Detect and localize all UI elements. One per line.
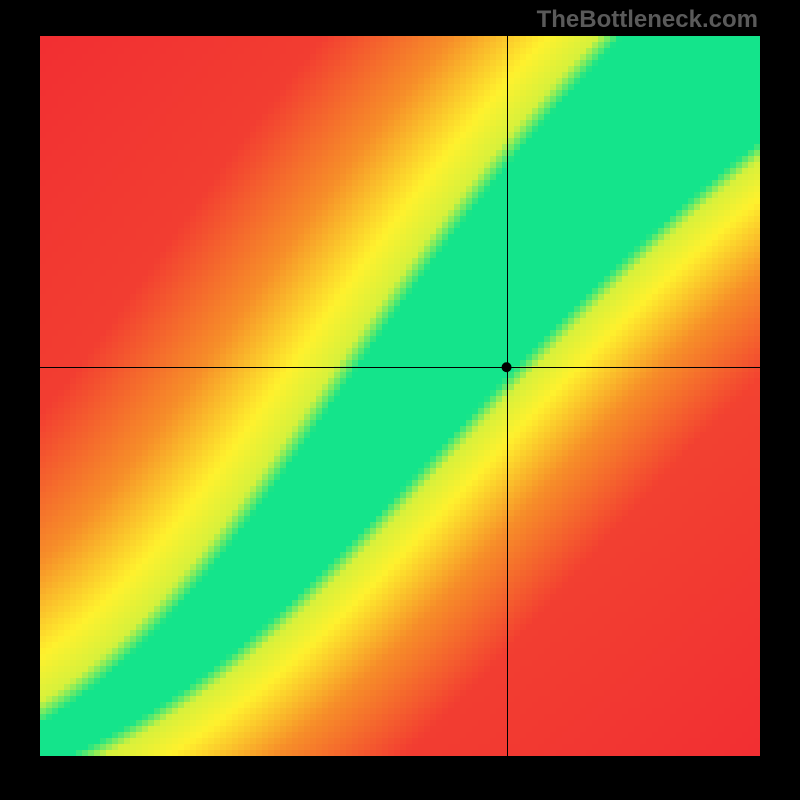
watermark-text: TheBottleneck.com bbox=[537, 6, 758, 34]
chart-container: TheBottleneck.com bbox=[0, 0, 800, 800]
bottleneck-heatmap bbox=[0, 0, 800, 800]
